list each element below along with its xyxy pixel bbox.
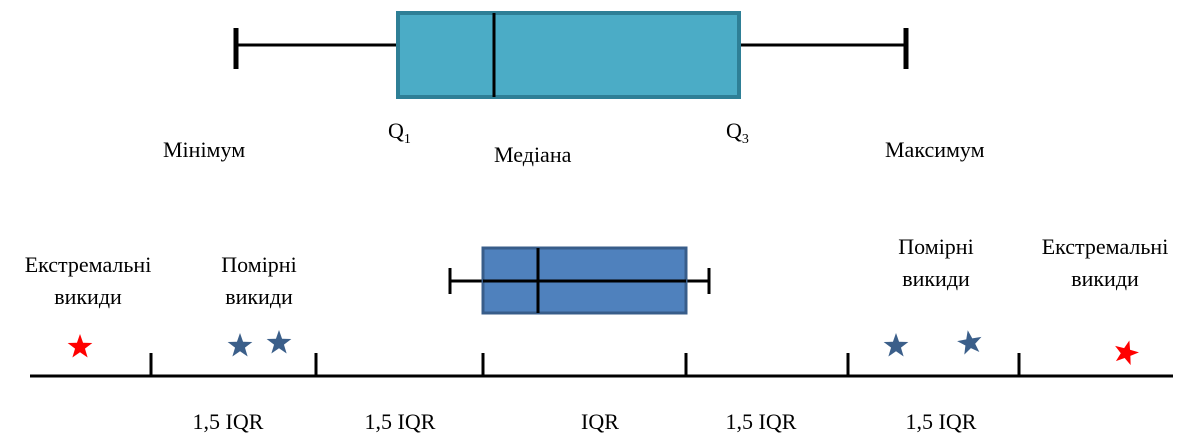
extreme-outlier-star-icon	[67, 334, 93, 358]
interval-label: 1,5 IQR	[193, 409, 264, 434]
moderate-outlier-star-icon	[957, 330, 982, 355]
label-extreme-right: викиди	[1071, 266, 1139, 291]
label-extreme-right: Екстремальні	[1042, 234, 1169, 259]
label-moderate-left: викиди	[225, 284, 293, 309]
label-extreme-left: викиди	[54, 284, 122, 309]
label-minimum: Мінімум	[163, 137, 245, 162]
label-moderate-right: викиди	[902, 266, 970, 291]
number-line	[30, 353, 1173, 378]
label-moderate-right: Помірні	[898, 234, 973, 259]
label-moderate-left: Помірні	[221, 252, 296, 277]
top-boxplot	[233, 11, 909, 99]
moderate-outlier-star-icon	[227, 333, 253, 357]
interval-label: IQR	[581, 409, 619, 434]
bottom-boxplot	[448, 246, 711, 315]
label-maximum: Максимум	[885, 137, 985, 162]
top-iqr-box	[396, 11, 741, 99]
outlier-stars	[67, 330, 1139, 366]
extreme-outlier-star-icon	[1115, 340, 1139, 366]
label-extreme-left: Екстремальні	[25, 252, 152, 277]
label-q1: Q1	[388, 118, 411, 147]
label-median: Медіана	[494, 142, 572, 167]
interval-label: 1,5 IQR	[906, 409, 977, 434]
label-q3: Q3	[726, 118, 749, 147]
moderate-outlier-star-icon	[883, 333, 909, 357]
moderate-outlier-star-icon	[266, 330, 292, 354]
interval-label: 1,5 IQR	[726, 409, 797, 434]
interval-label: 1,5 IQR	[365, 409, 436, 434]
